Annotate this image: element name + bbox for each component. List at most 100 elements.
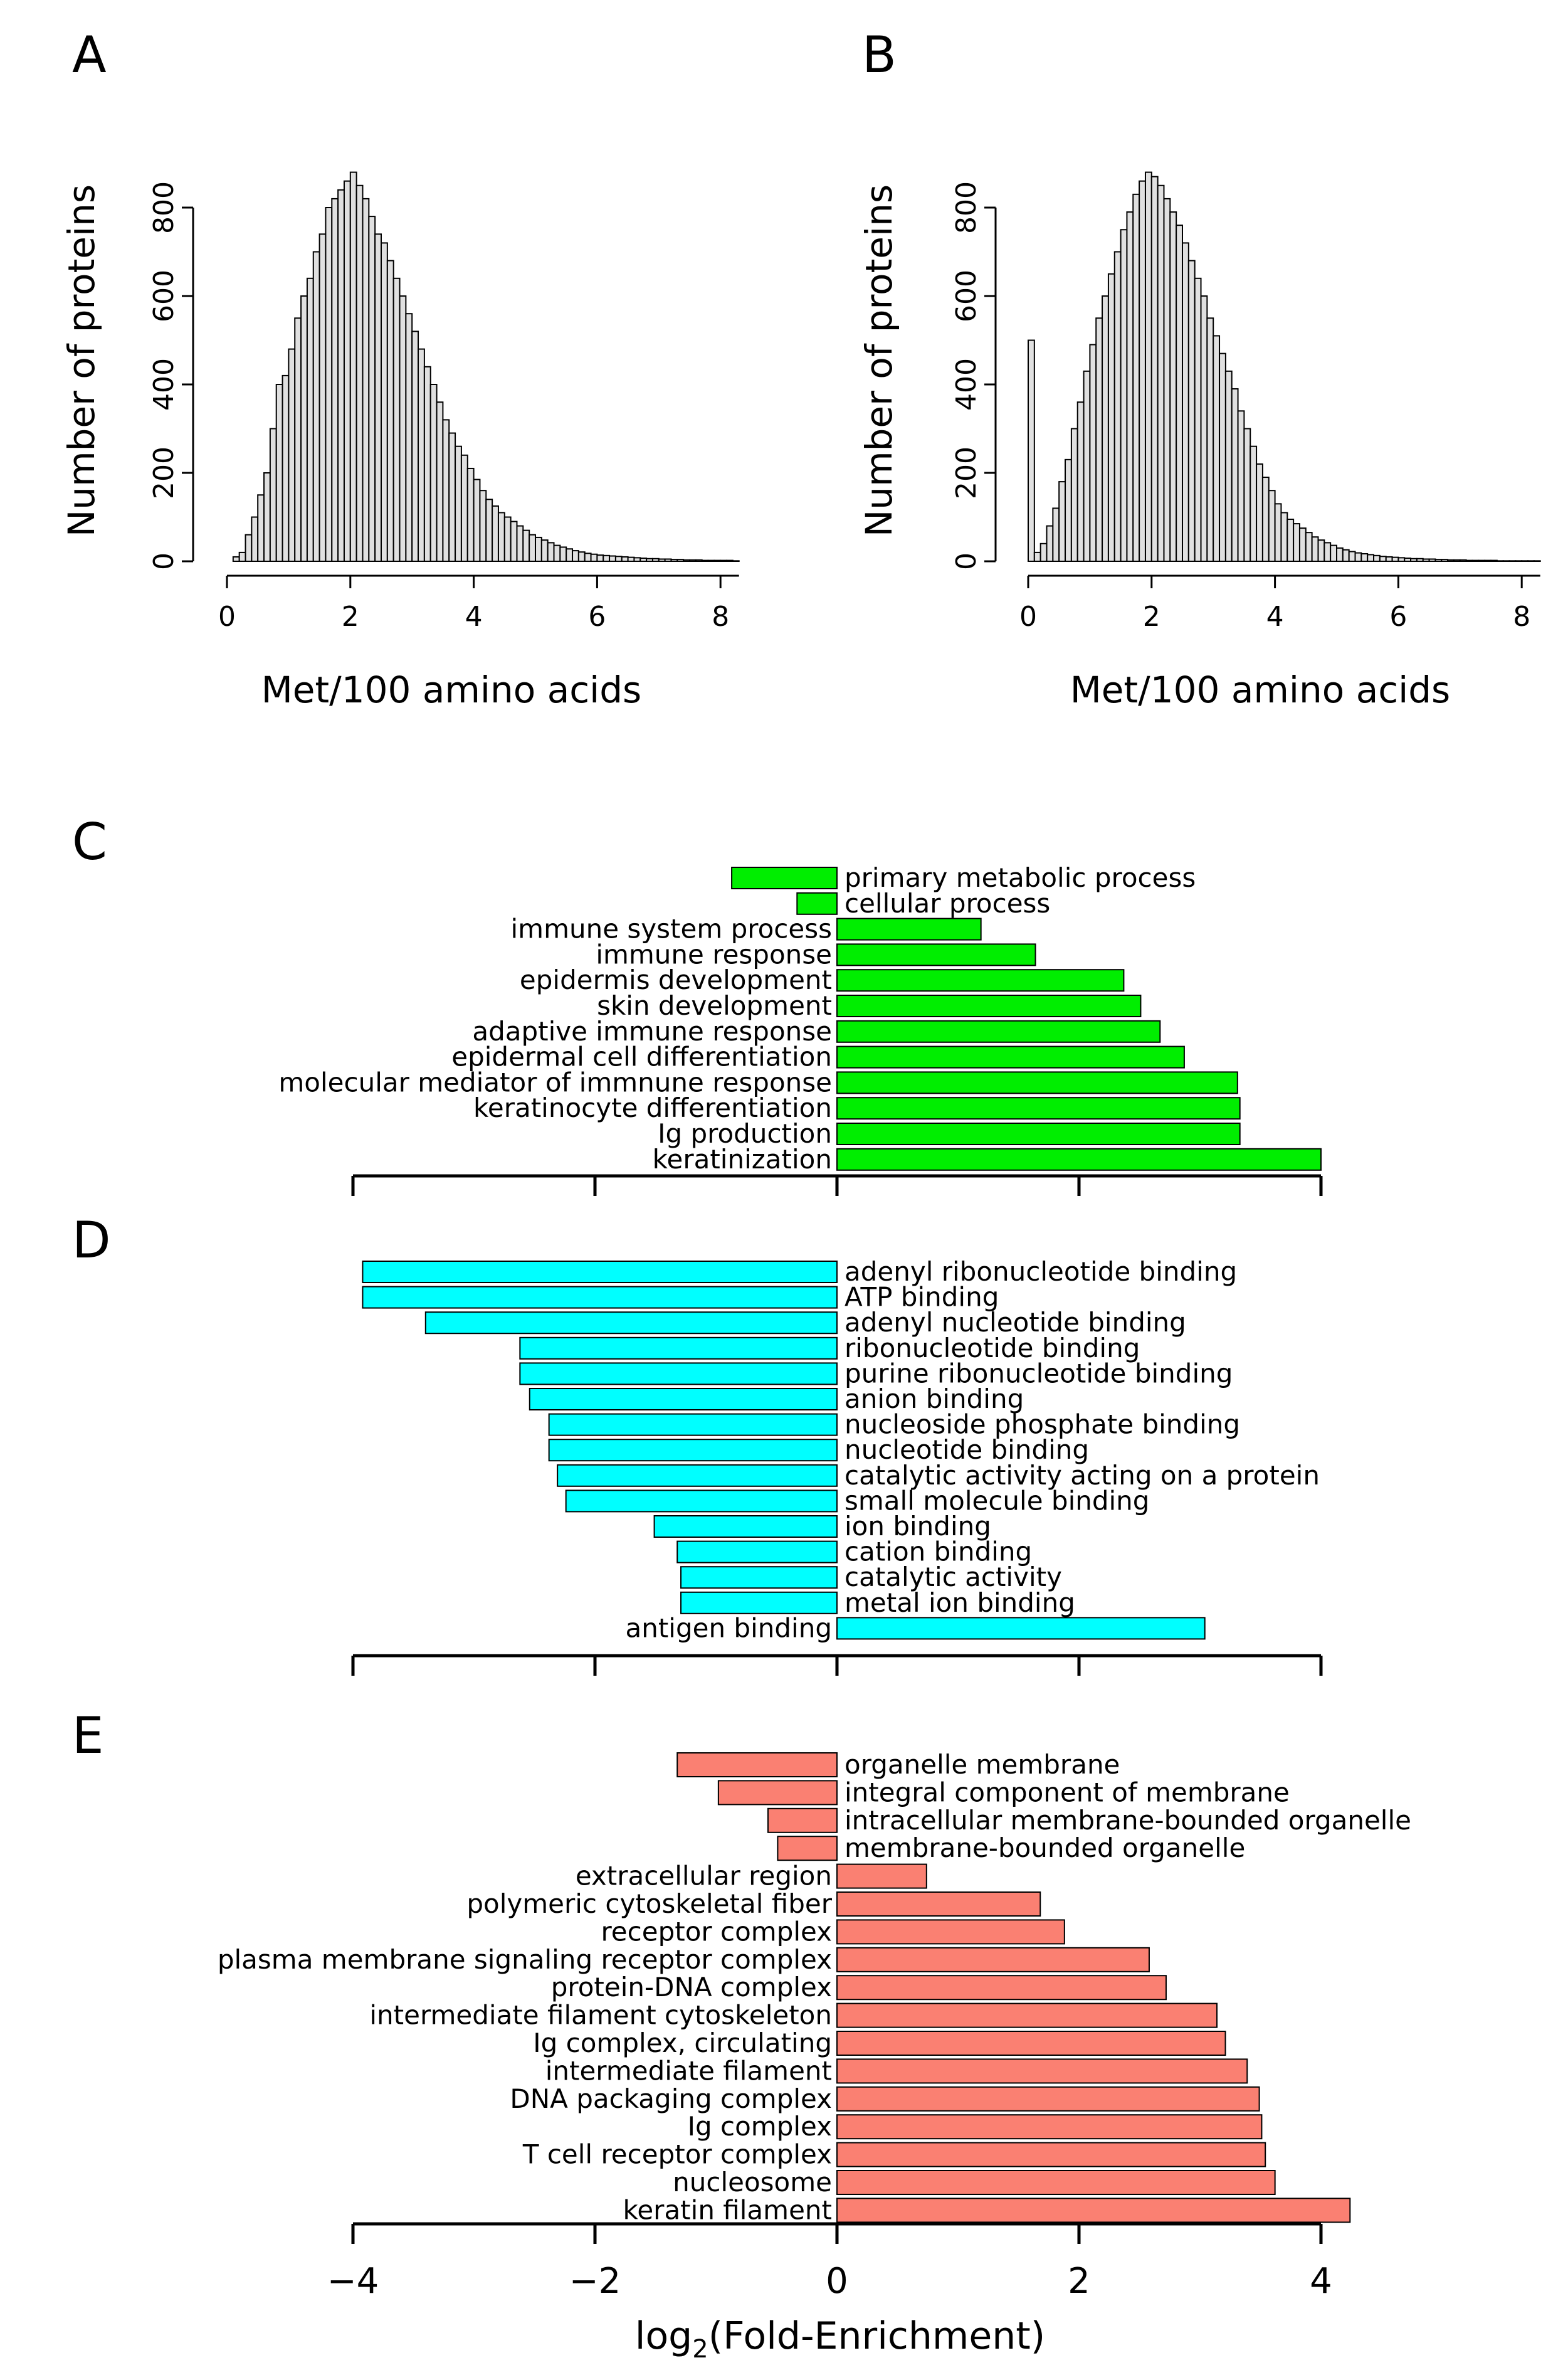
hist-b-bin bbox=[1317, 539, 1325, 562]
hist-b-bin bbox=[1132, 193, 1140, 563]
hist-a-bin bbox=[306, 277, 314, 562]
go-bar-c bbox=[836, 1045, 1185, 1069]
hist-b-xlabel: Met/100 amino acids bbox=[1070, 669, 1451, 711]
hist-b-bin bbox=[1076, 401, 1085, 563]
go-bar-c bbox=[836, 1020, 1161, 1043]
hist-b-bin bbox=[1360, 553, 1369, 563]
go-label-d: catalytic activity acting on a protein bbox=[845, 1460, 1320, 1491]
go-bar-e bbox=[836, 2170, 1276, 2195]
hist-a-ytick-label: 600 bbox=[148, 270, 180, 322]
hist-a-bin bbox=[689, 559, 697, 563]
hist-b-bin bbox=[1113, 251, 1122, 562]
hist-a-bin bbox=[497, 512, 505, 563]
hist-b-bin bbox=[1231, 388, 1239, 562]
go-label-d: nucleotide binding bbox=[845, 1434, 1089, 1465]
hist-b-bin bbox=[1298, 527, 1307, 562]
hist-a-bin bbox=[590, 553, 598, 562]
go-axis-tick-label: 2 bbox=[1068, 2261, 1090, 2302]
hist-a-bin bbox=[300, 295, 308, 562]
go-label-c: adaptive immune response bbox=[472, 1016, 832, 1047]
hist-b-bin bbox=[1250, 445, 1258, 563]
hist-a-bin bbox=[466, 467, 475, 563]
go-bar-e bbox=[767, 1807, 838, 1833]
hist-b-bin bbox=[1224, 370, 1233, 562]
go-label-e: intracellular membrane-bounded organelle bbox=[845, 1805, 1411, 1836]
go-bar-d bbox=[519, 1336, 838, 1360]
go-label-c: molecular mediator of immnune response bbox=[278, 1067, 832, 1098]
go-bar-d bbox=[362, 1261, 838, 1283]
hist-a-bin bbox=[337, 189, 345, 562]
go-label-c: keratinocyte differentiation bbox=[473, 1092, 832, 1123]
go-label-e: integral component of membrane bbox=[845, 1777, 1290, 1807]
go-bar-e bbox=[836, 1863, 927, 1889]
go-bar-e bbox=[836, 1947, 1150, 1972]
go-bar-e bbox=[836, 2114, 1263, 2140]
hist-a-bin bbox=[627, 556, 635, 563]
hist-b-bin bbox=[1219, 352, 1226, 563]
hist-b-xtick-label: 6 bbox=[1389, 601, 1407, 633]
hist-b-bin bbox=[1428, 558, 1436, 562]
hist-a-bin bbox=[245, 534, 253, 563]
hist-b-bin bbox=[1070, 428, 1078, 562]
hist-a-bin bbox=[282, 374, 290, 563]
histogram-a: Number of proteins Met/100 amino acids 0… bbox=[60, 171, 740, 711]
hist-a-bin bbox=[381, 242, 388, 562]
go-label-d: small molecule binding bbox=[845, 1485, 1149, 1516]
hist-b-bin bbox=[1385, 556, 1393, 563]
hist-a-bin bbox=[448, 432, 456, 562]
go-bar-c bbox=[836, 995, 1142, 1017]
hist-b-xtick-label: 2 bbox=[1143, 601, 1160, 633]
hist-b-bin bbox=[1342, 549, 1350, 562]
hist-a-bin bbox=[460, 454, 468, 562]
hist-a-bin bbox=[577, 551, 586, 563]
hist-b-bin bbox=[1213, 335, 1221, 562]
hist-a-bin bbox=[399, 295, 407, 562]
hist-a-bin bbox=[572, 550, 579, 563]
hist-a-bin bbox=[251, 516, 259, 562]
go-bar-d bbox=[424, 1311, 838, 1335]
go-bar-e bbox=[717, 1780, 838, 1806]
go-axis-tick-label: −4 bbox=[327, 2261, 379, 2302]
hist-b-ytick-label: 0 bbox=[950, 553, 982, 570]
go-label-d: cation binding bbox=[845, 1537, 1032, 1567]
go-bar-e bbox=[836, 2002, 1218, 2028]
hist-b-bin bbox=[1280, 512, 1288, 563]
go-bar-e bbox=[836, 2142, 1266, 2167]
hist-b-bin bbox=[1120, 229, 1128, 562]
go-label-d: ribonucleotide binding bbox=[845, 1333, 1140, 1363]
go-bar-e bbox=[836, 2198, 1351, 2223]
hist-b-xtick-label: 8 bbox=[1513, 601, 1530, 633]
hist-b-bin bbox=[1157, 184, 1165, 562]
hist-b-bin bbox=[1144, 171, 1152, 563]
go-label-d: ATP binding bbox=[845, 1282, 999, 1313]
go-bar-d bbox=[653, 1515, 838, 1538]
hist-a-bin bbox=[386, 260, 394, 562]
hist-b-bin bbox=[1286, 519, 1295, 563]
go-bar-e bbox=[777, 1836, 838, 1861]
go-bar-d bbox=[680, 1566, 838, 1589]
go-label-d: antigen binding bbox=[625, 1612, 832, 1643]
hist-a-bin bbox=[510, 521, 518, 562]
hist-a-bin bbox=[368, 216, 376, 563]
panel-label-c: C bbox=[72, 813, 107, 871]
go-bar-d bbox=[362, 1286, 838, 1309]
go-bar-e bbox=[836, 1919, 1065, 1945]
hist-a-xtick-label: 2 bbox=[342, 601, 359, 633]
hist-a-bin bbox=[559, 546, 567, 563]
hist-a-bin bbox=[633, 557, 641, 562]
hist-b-bin bbox=[1459, 559, 1467, 563]
hist-a-bin bbox=[294, 317, 302, 562]
hist-b-bin bbox=[1095, 317, 1103, 562]
hist-b-bin bbox=[1416, 558, 1424, 563]
go-label-d: purine ribonucleotide binding bbox=[845, 1358, 1233, 1389]
hist-a-bin bbox=[503, 516, 512, 562]
hist-b-bin bbox=[1206, 317, 1214, 562]
hist-a-bin bbox=[535, 536, 542, 562]
hist-a-bin bbox=[288, 348, 296, 562]
go-label-e: protein-DNA complex bbox=[551, 1972, 832, 2002]
hist-a-bin bbox=[405, 313, 413, 562]
hist-a-ytick-label: 0 bbox=[148, 553, 180, 570]
hist-a-bin bbox=[411, 331, 419, 563]
hist-b-bin bbox=[1169, 211, 1177, 562]
hist-b-bin bbox=[1447, 559, 1455, 563]
